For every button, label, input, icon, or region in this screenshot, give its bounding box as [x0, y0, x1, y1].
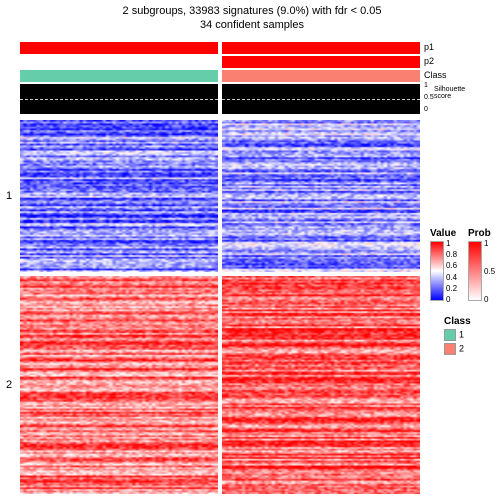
heatmap-block-2 — [20, 276, 420, 494]
legend-class-title: Class — [444, 316, 471, 327]
row-label-2: 2 — [6, 379, 12, 391]
legend-class-item-1: 1 — [444, 329, 471, 341]
silh-tick-0: 0 — [424, 106, 428, 113]
anno-p1 — [20, 42, 420, 54]
legend-prob: Prob 1 0.5 0 — [468, 228, 491, 301]
legend-class: Class 1 2 — [444, 316, 471, 355]
label-p2: p2 — [424, 56, 434, 66]
row-label-1: 1 — [6, 190, 12, 202]
anno-silhouette — [20, 84, 420, 114]
label-silh: Silhouettescore — [434, 86, 465, 100]
label-class: Class — [424, 70, 447, 80]
anno-class — [20, 70, 420, 82]
anno-p2 — [20, 56, 420, 68]
legend-value-title: Value — [430, 228, 456, 239]
title-line2: 34 confident samples — [0, 18, 504, 32]
title-line1: 2 subgroups, 33983 signatures (9.0%) wit… — [0, 4, 504, 18]
legend-value: Value 1 0.8 0.6 0.4 0.2 0 — [430, 228, 456, 301]
silh-tick-05: 0.5 — [424, 94, 434, 101]
legend-class-item-2: 2 — [444, 343, 471, 355]
heatmap-block-1 — [20, 120, 420, 272]
legend-prob-title: Prob — [468, 228, 491, 239]
silh-tick-1: 1 — [424, 82, 428, 89]
label-p1: p1 — [424, 42, 434, 52]
plot-area: p1 p2 Class 1 0.5 Silhouettescore 0 1 2 — [20, 42, 420, 482]
